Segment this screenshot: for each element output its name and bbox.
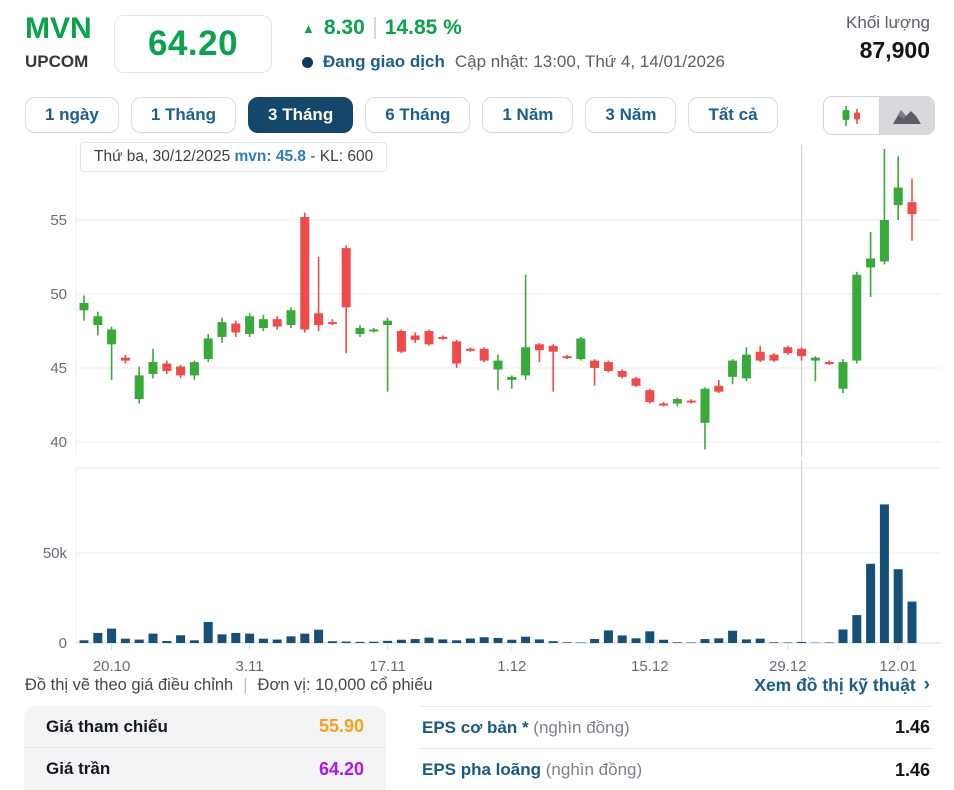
eps-basic-label: EPS cơ bản * (nghìn đồng) [422, 717, 630, 737]
ceiling-price-label: Giá trần [46, 759, 111, 778]
tab-1-year[interactable]: 1 Năm [482, 97, 574, 133]
svg-text:50k: 50k [43, 545, 68, 562]
svg-text:45: 45 [50, 360, 67, 377]
svg-text:0: 0 [59, 635, 67, 652]
chart-tooltip: Thứ ba, 30/12/2025 mvn: 45.8 - KL: 600 [80, 142, 388, 172]
tab-3-months[interactable]: 3 Tháng [248, 97, 354, 133]
svg-text:40: 40 [50, 434, 67, 451]
area-chart-button[interactable] [879, 97, 934, 134]
volume-label: Khối lượng [846, 13, 930, 32]
price-candlestick-chart[interactable]: 40 45 50 55 [0, 145, 954, 457]
tab-1-month[interactable]: 1 Tháng [130, 97, 237, 133]
trading-status: Đang giao dịch [323, 52, 445, 71]
updated-timestamp: Cập nhật: 13:00, Thứ 4, 14/01/2026 [454, 52, 725, 71]
trading-status-row: Đang giao dịch Cập nhật: 13:00, Thứ 4, 1… [302, 52, 725, 72]
eps-basic-value: 1.46 [894, 717, 930, 737]
reference-price-label: Giá tham chiếu [46, 716, 168, 736]
chevron-right-icon: › [923, 674, 930, 695]
price-change: ▲ 8.30 14.85 % [302, 16, 462, 40]
table-row-eps-basic: EPS cơ bản * (nghìn đồng) 1.46 [420, 707, 932, 749]
change-value: 8.30 [323, 16, 365, 39]
adjusted-price-note: Đồ thị vẽ theo giá điều chỉnh [25, 676, 234, 694]
tab-3-years[interactable]: 3 Năm [585, 97, 677, 133]
tab-1-day[interactable]: 1 ngày [25, 97, 119, 133]
svg-text:15.12: 15.12 [631, 658, 669, 675]
ceiling-price-value: 64.20 [318, 758, 364, 779]
candlestick-icon [842, 105, 860, 126]
note-divider: | [243, 676, 248, 694]
current-price: 64.20 [147, 24, 239, 63]
eps-diluted-value: 1.46 [894, 759, 930, 780]
table-row-ceiling-price: Giá trần 64.20 [24, 748, 386, 790]
tab-all[interactable]: Tất cả [688, 97, 778, 133]
change-divider [373, 17, 376, 39]
svg-text:12.01: 12.01 [879, 658, 917, 675]
volume-value: 87,900 [859, 37, 930, 63]
svg-text:17.11: 17.11 [369, 658, 405, 675]
tooltip-date: Thứ ba, 30/12/2025 [94, 148, 231, 165]
table-row-eps-diluted: EPS pha loãng (nghìn đồng) 1.46 [420, 749, 932, 790]
svg-text:29.12: 29.12 [769, 658, 807, 675]
svg-text:20.10: 20.10 [93, 658, 131, 675]
current-price-box: 64.20 [114, 15, 272, 73]
volume-bar-chart[interactable]: 0 50k 20.10 3.11 17.11 1.12 15.12 29.12 12.01 [0, 460, 954, 675]
svg-text:50: 50 [50, 286, 67, 303]
technical-chart-link-label: Xem đồ thị kỹ thuật [754, 674, 916, 695]
eps-info-table: EPS cơ bản * (nghìn đồng) 1.46 EPS pha l… [420, 706, 932, 790]
eps-diluted-label: EPS pha loãng (nghìn đồng) [422, 760, 643, 779]
candlestick-chart-button[interactable] [824, 97, 879, 134]
up-arrow-icon: ▲ [302, 20, 315, 36]
tooltip-price: mvn: 45.8 [234, 148, 307, 165]
table-row-reference-price: Giá tham chiếu 55.90 [24, 706, 386, 748]
reference-price-value: 55.90 [318, 716, 364, 736]
svg-text:1.12: 1.12 [497, 658, 526, 675]
symbol-block: MVN UPCOM [25, 12, 92, 72]
chart-type-toggle [823, 96, 935, 135]
tooltip-volume: - KL: 600 [310, 148, 374, 165]
exchange-name: UPCOM [25, 52, 89, 71]
volume-block: Khối lượng 87,900 [846, 13, 930, 64]
svg-text:3.11: 3.11 [236, 658, 264, 675]
change-percent: 14.85 % [384, 16, 462, 39]
range-tabs: 1 ngày 1 Tháng 3 Tháng 6 Tháng 1 Năm 3 N… [25, 97, 778, 133]
svg-text:55: 55 [50, 212, 67, 229]
ticker-symbol: MVN [25, 12, 92, 45]
status-dot-icon [302, 56, 313, 68]
unit-note: Đơn vị: 10,000 cổ phiếu [257, 676, 433, 694]
area-chart-icon [893, 109, 921, 124]
technical-chart-link[interactable]: Xem đồ thị kỹ thuật › [754, 674, 930, 696]
chart-note: Đồ thị vẽ theo giá điều chỉnh | Đơn vị: … [25, 676, 433, 695]
price-info-table: Giá tham chiếu 55.90 Giá trần 64.20 [24, 706, 386, 790]
tab-6-months[interactable]: 6 Tháng [365, 97, 471, 133]
